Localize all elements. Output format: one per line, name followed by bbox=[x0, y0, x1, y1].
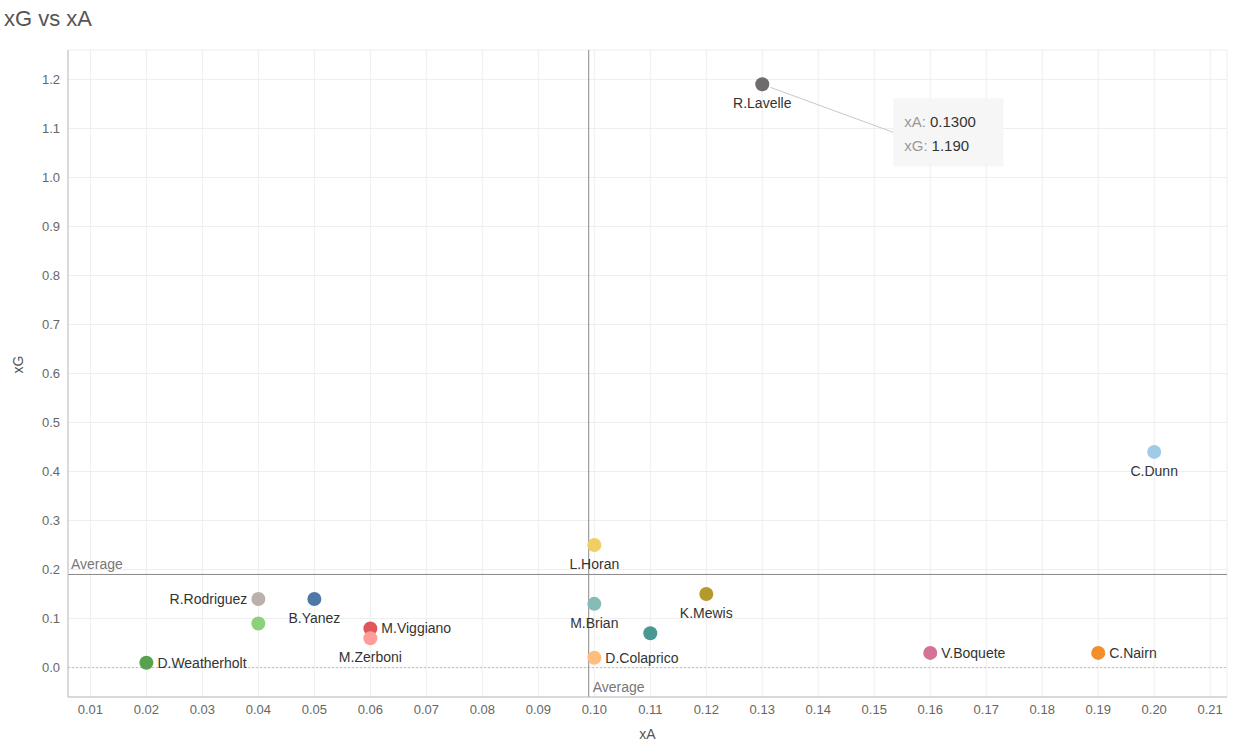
svg-text:0.6: 0.6 bbox=[42, 366, 60, 381]
svg-text:xG:1.190: xG:1.190 bbox=[904, 137, 969, 154]
svg-text:0.08: 0.08 bbox=[470, 702, 495, 717]
svg-text:0.15: 0.15 bbox=[862, 702, 887, 717]
svg-text:0.01: 0.01 bbox=[78, 702, 103, 717]
svg-text:1.1: 1.1 bbox=[42, 121, 60, 136]
svg-text:0.8: 0.8 bbox=[42, 268, 60, 283]
svg-text:M.Viggiano: M.Viggiano bbox=[381, 620, 451, 636]
svg-text:D.Weatherholt: D.Weatherholt bbox=[157, 655, 246, 671]
svg-text:R.Rodriguez: R.Rodriguez bbox=[170, 591, 248, 607]
svg-text:0.18: 0.18 bbox=[1030, 702, 1055, 717]
svg-text:0.14: 0.14 bbox=[806, 702, 831, 717]
svg-text:0.17: 0.17 bbox=[974, 702, 999, 717]
svg-text:0.0: 0.0 bbox=[42, 660, 60, 675]
svg-text:0.05: 0.05 bbox=[302, 702, 327, 717]
svg-text:xA: xA bbox=[639, 726, 656, 742]
svg-text:Average: Average bbox=[71, 556, 123, 572]
html-text:xG vs xA: xG vs xA bbox=[4, 6, 92, 31]
svg-text:B.Yanez: B.Yanez bbox=[288, 610, 340, 626]
svg-text:R.Lavelle: R.Lavelle bbox=[733, 95, 792, 111]
svg-text:Average: Average bbox=[593, 679, 645, 695]
svg-text:M.Zerboni: M.Zerboni bbox=[339, 649, 402, 665]
svg-text:0.09: 0.09 bbox=[526, 702, 551, 717]
svg-text:K.Mewis: K.Mewis bbox=[680, 605, 733, 621]
svg-text:1.0: 1.0 bbox=[42, 170, 60, 185]
svg-text:C.Nairn: C.Nairn bbox=[1109, 645, 1156, 661]
svg-text:C.Dunn: C.Dunn bbox=[1130, 463, 1177, 479]
svg-text:0.1: 0.1 bbox=[42, 611, 60, 626]
svg-text:M.Brian: M.Brian bbox=[570, 615, 618, 631]
svg-text:0.02: 0.02 bbox=[134, 702, 159, 717]
svg-text:0.21: 0.21 bbox=[1198, 702, 1223, 717]
svg-text:1.2: 1.2 bbox=[42, 72, 60, 87]
svg-text:0.19: 0.19 bbox=[1086, 702, 1111, 717]
svg-text:0.04: 0.04 bbox=[246, 702, 271, 717]
svg-text:0.20: 0.20 bbox=[1142, 702, 1167, 717]
svg-text:0.03: 0.03 bbox=[190, 702, 215, 717]
svg-text:D.Colaprico: D.Colaprico bbox=[605, 650, 678, 666]
svg-text:0.13: 0.13 bbox=[750, 702, 775, 717]
svg-text:0.12: 0.12 bbox=[694, 702, 719, 717]
svg-text:L.Horan: L.Horan bbox=[569, 556, 619, 572]
svg-text:xG: xG bbox=[10, 356, 26, 374]
svg-text:0.07: 0.07 bbox=[414, 702, 439, 717]
svg-text:0.10: 0.10 bbox=[582, 702, 607, 717]
svg-text:0.9: 0.9 bbox=[42, 219, 60, 234]
svg-text:0.7: 0.7 bbox=[42, 317, 60, 332]
svg-text:0.5: 0.5 bbox=[42, 415, 60, 430]
svg-text:0.3: 0.3 bbox=[42, 513, 60, 528]
svg-text:0.11: 0.11 bbox=[638, 702, 662, 717]
svg-text:0.4: 0.4 bbox=[42, 464, 60, 479]
svg-text:0.2: 0.2 bbox=[42, 562, 60, 577]
svg-text:xA:0.1300: xA:0.1300 bbox=[904, 113, 976, 130]
svg-text:V.Boquete: V.Boquete bbox=[941, 645, 1005, 661]
svg-text:0.06: 0.06 bbox=[358, 702, 383, 717]
svg-text:0.16: 0.16 bbox=[918, 702, 943, 717]
